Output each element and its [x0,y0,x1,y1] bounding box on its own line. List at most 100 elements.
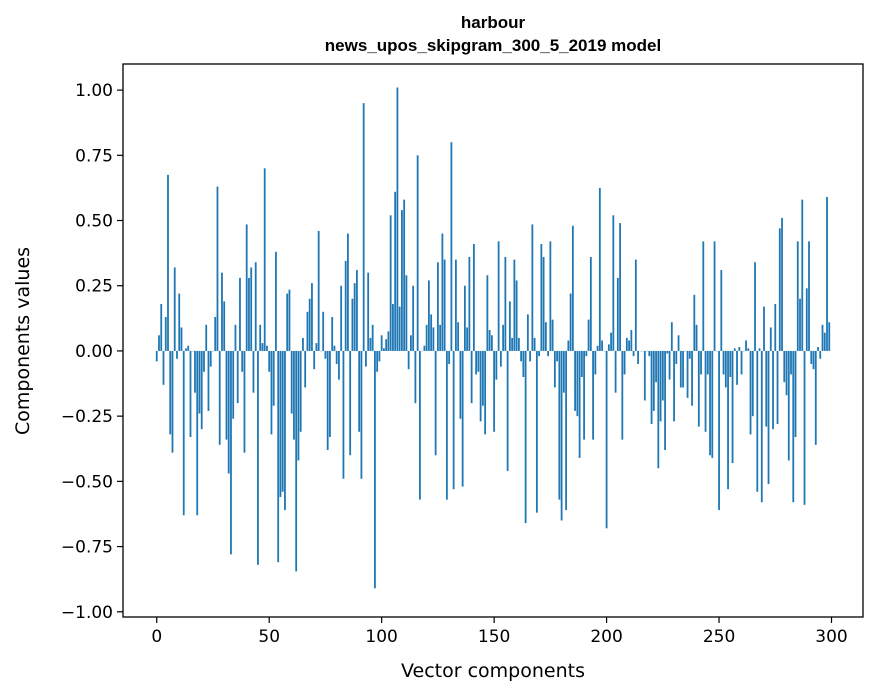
bar-37 [239,277,241,351]
bar-172 [542,257,545,351]
bar-183 [567,340,570,351]
bar-150 [493,350,496,432]
bar-268 [758,348,761,351]
bar-151 [495,350,498,380]
bar-281 [787,350,790,461]
bar-262 [745,340,747,351]
bar-275 [774,303,777,351]
y-tick-label-1: −0.75 [61,538,113,558]
bar-175 [549,241,552,351]
bar-271 [765,350,768,427]
bar-89 [356,270,358,351]
bar-295 [819,350,822,359]
bar-234 [682,350,684,388]
bar-59 [288,289,291,351]
x-tick-label-300: 300 [815,627,847,647]
bar-42 [250,267,253,351]
bar-110 [403,199,406,351]
x-axis-label: Vector components [401,660,585,682]
bar-82 [340,285,343,351]
bar-103 [387,331,390,351]
bar-8 [173,267,176,351]
bar-114 [412,285,415,351]
bar-194 [592,350,594,440]
bar-55 [279,350,282,498]
bar-113 [410,335,412,351]
bar-229 [670,322,673,351]
bar-284 [794,350,797,438]
bar-266 [754,262,756,351]
bar-23 [207,350,210,411]
bar-65 [302,337,304,351]
bar-80 [335,350,338,364]
bar-96 [371,324,374,351]
bar-203 [612,215,615,351]
bar-238 [691,350,693,406]
bar-258 [736,350,738,385]
bar-255 [729,350,732,378]
bar-294 [817,347,819,351]
bar-26 [214,317,217,351]
bar-24 [209,350,212,367]
bar-43 [252,350,255,393]
bar-187 [576,350,579,417]
bar-29 [221,272,223,351]
bar-18 [196,350,199,516]
bar-201 [607,344,610,351]
bar-210 [628,340,630,351]
bars-group [155,87,831,589]
bar-244 [704,350,707,432]
bar-38 [241,350,244,372]
y-tick-label-2: −0.50 [61,472,113,492]
bar-95 [369,337,372,351]
bar-180 [560,350,563,521]
y-tick-label-8: 1.00 [75,81,113,101]
bar-126 [439,324,442,351]
bar-127 [441,233,444,351]
bar-257 [733,348,736,351]
bar-178 [556,350,558,362]
bar-190 [583,350,585,440]
bar-222 [655,350,657,383]
bar-169 [535,350,538,513]
bar-7 [171,350,174,453]
bar-32 [227,350,230,474]
bar-27 [216,186,219,351]
bar-265 [751,350,754,417]
bar-296 [821,324,824,351]
bar-61 [293,350,295,440]
bar-241 [697,350,700,427]
bar-101 [383,348,385,351]
bar-52 [272,350,275,406]
bar-20 [200,350,203,430]
bar-264 [749,350,752,435]
bar-188 [578,350,581,458]
bar-109 [401,210,403,351]
bar-72 [317,230,320,351]
bar-132 [452,350,455,490]
bar-3 [162,350,165,385]
bar-153 [499,350,502,367]
bar-267 [756,350,759,492]
bar-46 [259,324,262,351]
bar-204 [614,350,617,393]
bar-287 [801,199,804,351]
bar-98 [376,350,379,372]
bar-45 [257,350,259,565]
bar-152 [497,241,500,351]
bar-161 [517,337,520,351]
bar-226 [664,350,666,451]
bar-288 [803,350,806,505]
bar-91 [360,350,363,479]
bar-125 [436,262,439,351]
bar-144 [479,350,482,422]
bar-208 [623,350,626,375]
bar-117 [419,350,421,500]
bar-209 [625,337,628,351]
bar-154 [502,324,505,351]
bar-108 [398,306,401,351]
bar-81 [338,350,340,380]
bar-231 [675,350,678,364]
bar-15 [189,350,192,438]
bar-140 [470,350,473,404]
